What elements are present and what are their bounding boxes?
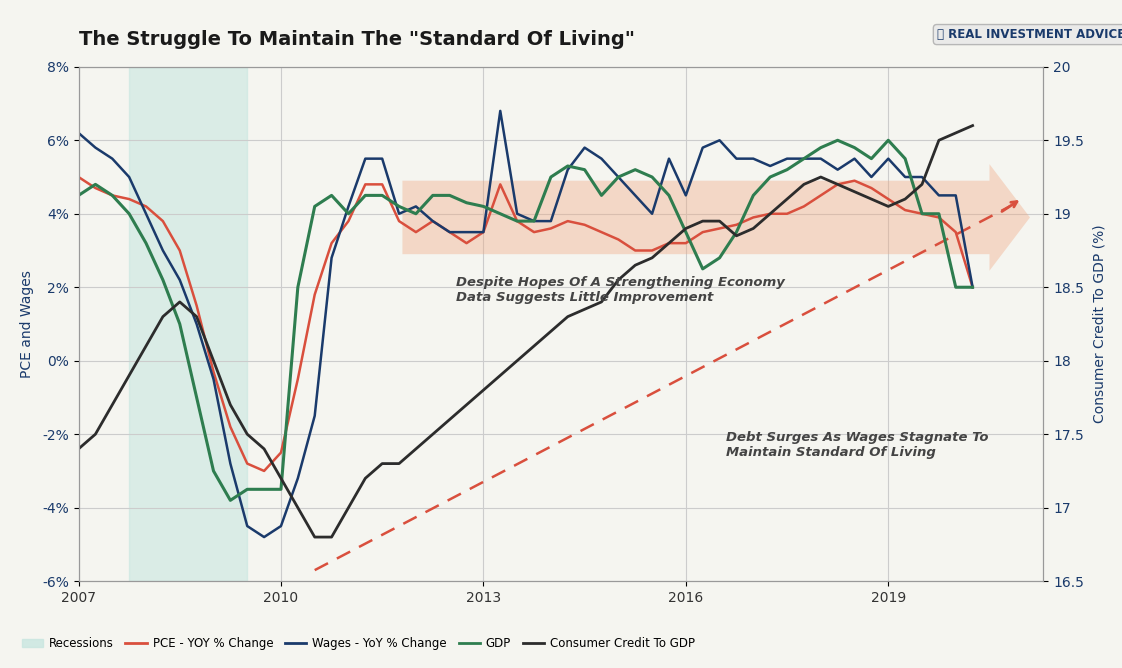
Polygon shape <box>403 164 1030 271</box>
Bar <box>129 67 247 581</box>
Legend: Recessions, PCE - YOY % Change, Wages - YoY % Change, GDP, Consumer Credit To GD: Recessions, PCE - YOY % Change, Wages - … <box>17 633 700 655</box>
Text: The Struggle To Maintain The "Standard Of Living": The Struggle To Maintain The "Standard O… <box>79 30 635 49</box>
Text: Debt Surges As Wages Stagnate To
Maintain Standard Of Living: Debt Surges As Wages Stagnate To Maintai… <box>726 431 988 458</box>
Text: Despite Hopes Of A Strengthening Economy
Data Suggests Little Improvement: Despite Hopes Of A Strengthening Economy… <box>457 277 785 304</box>
Text: 🛡 REAL INVESTMENT ADVICE: 🛡 REAL INVESTMENT ADVICE <box>937 28 1122 41</box>
Y-axis label: Consumer Credit To GDP (%): Consumer Credit To GDP (%) <box>1093 224 1106 424</box>
Y-axis label: PCE and Wages: PCE and Wages <box>19 270 34 378</box>
